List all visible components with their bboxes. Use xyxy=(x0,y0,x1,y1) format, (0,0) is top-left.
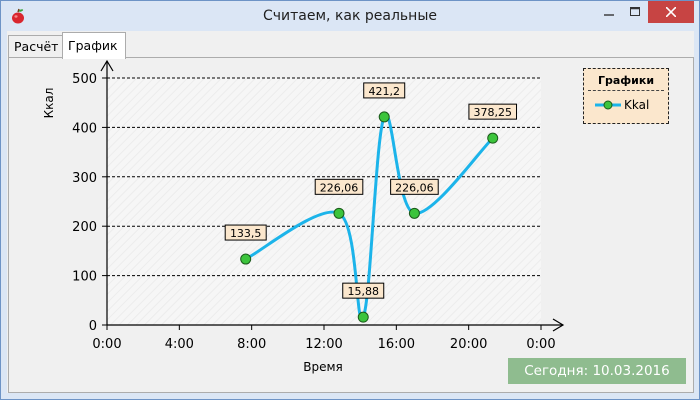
minimize-icon xyxy=(604,14,614,16)
status-date: Сегодня: 10.03.2016 xyxy=(508,358,686,384)
x-axis-label: Время xyxy=(303,360,343,374)
data-label-text: 133,5 xyxy=(230,227,262,240)
apple-icon xyxy=(12,8,24,24)
title-bar[interactable]: Считаем, как реальные xyxy=(1,1,699,31)
x-tick-label: 0:00 xyxy=(92,337,121,352)
close-icon xyxy=(666,7,676,17)
data-point xyxy=(357,311,369,323)
legend-line-marker-icon xyxy=(595,100,621,110)
data-point xyxy=(333,207,345,219)
x-tick-label: 4:00 xyxy=(165,337,194,352)
legend-label-kkal: Kkal xyxy=(624,98,650,112)
data-label: 421,2 xyxy=(363,82,406,99)
x-tick-label: 8:00 xyxy=(237,337,266,352)
x-axis-arrow-icon xyxy=(552,318,565,332)
minimize-button[interactable] xyxy=(596,1,622,23)
y-tick-label: 400 xyxy=(72,121,97,136)
data-label-text: 226,06 xyxy=(395,181,434,194)
data-label: 15,88 xyxy=(342,282,385,299)
chart-legend: Графики Kkal xyxy=(583,68,669,124)
y-tick-label: 0 xyxy=(89,319,97,334)
x-tick-label: 16:00 xyxy=(378,337,415,352)
data-point xyxy=(378,111,390,123)
x-tick-label: 12:00 xyxy=(305,337,342,352)
data-label-text: 226,06 xyxy=(320,181,359,194)
data-point xyxy=(240,253,252,265)
maximize-button[interactable] xyxy=(622,1,648,23)
y-tick-label: 500 xyxy=(72,72,97,87)
x-tick-label: 20:00 xyxy=(450,337,487,352)
close-button[interactable] xyxy=(648,1,694,23)
data-label: 378,25 xyxy=(468,103,518,120)
data-label-text: 421,2 xyxy=(368,85,400,98)
x-tick-label: 0:00 xyxy=(526,337,555,352)
y-tick-label: 200 xyxy=(72,220,97,235)
tab-chart[interactable]: График xyxy=(62,32,126,59)
y-tick-label: 100 xyxy=(72,270,97,285)
legend-divider xyxy=(588,90,664,91)
data-point xyxy=(487,132,499,144)
y-tick-label: 300 xyxy=(72,171,97,186)
maximize-icon xyxy=(630,7,640,16)
data-point xyxy=(408,207,420,219)
data-label: 133,5 xyxy=(224,224,267,241)
window-title: Считаем, как реальные xyxy=(263,8,437,24)
y-axis-label: Ккал xyxy=(42,88,56,119)
data-label: 226,06 xyxy=(390,178,439,195)
y-axis-arrow-icon xyxy=(100,59,114,72)
legend-title: Графики xyxy=(597,74,655,87)
data-label-text: 15,88 xyxy=(347,285,379,298)
data-label: 226,06 xyxy=(314,178,364,195)
data-label-text: 378,25 xyxy=(473,106,512,119)
